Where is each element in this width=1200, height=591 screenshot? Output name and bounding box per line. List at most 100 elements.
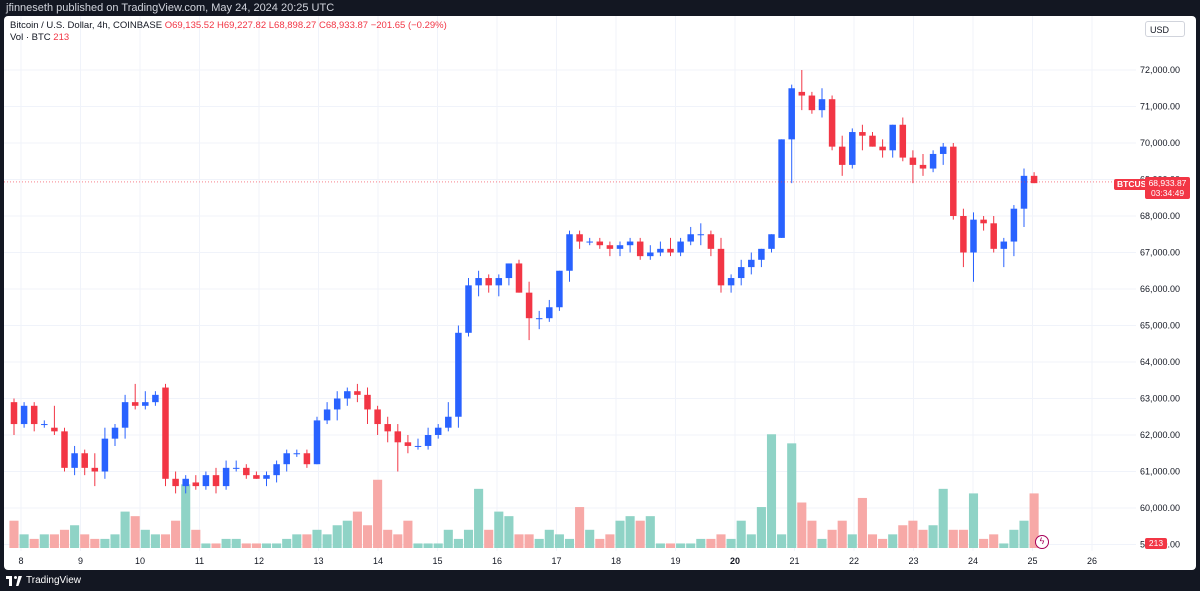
volume-bar [373, 479, 383, 548]
volume-bar [958, 529, 968, 548]
x-tick-label: 11 [195, 556, 204, 566]
volume-bar [908, 520, 918, 548]
x-axis-labels: 8 9 10 11 12 13 14 15 16 17 18 19 20 21 22 23 24 25 26 [18, 556, 1097, 566]
volume-bar [322, 534, 332, 548]
candle-body [525, 292, 533, 319]
candle-body [424, 435, 432, 446]
volume-bar [979, 538, 989, 548]
y-tick-label: 71,000.00 [1140, 102, 1180, 112]
volume-bar [383, 529, 393, 548]
volume-bar [867, 534, 878, 548]
volume-bar [888, 534, 898, 548]
x-tick-label: 12 [254, 556, 264, 566]
volume-bar [817, 538, 827, 548]
candle-body [142, 402, 149, 406]
candle-body [121, 402, 129, 428]
candle-body [768, 234, 775, 249]
volume-bar [181, 484, 191, 548]
volume-bar [484, 529, 494, 548]
volume-bar [49, 534, 59, 548]
candle-body [515, 263, 523, 293]
y-tick-label: 63,000.00 [1140, 394, 1180, 404]
volume-bar [463, 529, 474, 548]
volume-bar [332, 525, 342, 548]
x-tick-label: 25 [1027, 556, 1037, 566]
candle-body [626, 241, 634, 246]
volume-bar [140, 529, 150, 548]
volume-bar [524, 534, 534, 548]
publish-info: jfinneseth published on TradingView.com,… [6, 2, 335, 14]
bar-countdown: 03:34:49 [1150, 188, 1185, 198]
candle-body [71, 453, 78, 468]
volume-bar [676, 543, 686, 548]
y-tick-label: 66,000.00 [1140, 284, 1180, 294]
x-tick-label: 26 [1087, 556, 1097, 566]
candle-body [303, 453, 311, 465]
candle-body [283, 453, 290, 465]
volume-bar [150, 534, 160, 548]
tradingview-logo[interactable]: TradingView [6, 575, 81, 587]
volume-bar [272, 543, 282, 548]
volume-bar [100, 538, 110, 548]
candle-body [445, 416, 452, 428]
candle-body [778, 139, 785, 238]
volume-bar [938, 488, 948, 548]
candle-body [344, 391, 351, 399]
last-price-value: 68,933.87 [1148, 178, 1187, 188]
candle-body [172, 478, 179, 487]
volume-bar [70, 525, 80, 548]
volume-bar [201, 543, 211, 548]
volume-bar [211, 543, 221, 548]
candle-body [899, 124, 907, 158]
candle-body [253, 475, 260, 479]
candle-body [81, 453, 88, 468]
tradingview-mark-icon [6, 576, 22, 586]
volume-bar [90, 538, 100, 548]
volume-bar [625, 516, 635, 548]
volume-bar [898, 525, 908, 548]
volume-bar [504, 516, 514, 548]
candle-body [51, 427, 58, 432]
volume-bar [878, 538, 888, 548]
volume-bar [706, 538, 716, 548]
candle-body [950, 146, 957, 216]
candle-body [263, 475, 270, 479]
y-tick-label: 70,000.00 [1140, 138, 1180, 148]
grid-lines [4, 16, 1136, 551]
candle-body [243, 467, 250, 476]
candle-body [505, 263, 513, 279]
volume-bar [665, 543, 676, 548]
y-tick-label: 68,000.00 [1140, 211, 1180, 221]
x-tick-label: 18 [611, 556, 621, 566]
volume-bar [292, 534, 302, 548]
currency-button[interactable]: USD [1145, 21, 1185, 37]
chart-panel[interactable]: 72,000.0071,000.0070,000.0069,000.0068,0… [4, 16, 1196, 570]
candlestick-chart[interactable]: 72,000.0071,000.0070,000.0069,000.0068,0… [4, 16, 1196, 570]
x-tick-label: 20 [730, 556, 740, 566]
lightning-icon[interactable]: ϟ [1035, 535, 1049, 549]
candle-body [970, 219, 977, 253]
candle-body [859, 132, 866, 136]
candle-body [1020, 175, 1028, 209]
volume-bar [171, 520, 181, 548]
volume-bar [1009, 529, 1019, 548]
volume-bar [352, 511, 362, 548]
y-tick-label: 67,000.00 [1140, 248, 1180, 258]
candle-body [1010, 208, 1018, 242]
candle-body [1030, 175, 1038, 184]
candle-body [909, 157, 917, 165]
y-tick-label: 65,000.00 [1140, 321, 1180, 331]
candle-body [566, 234, 573, 271]
volume-bar [827, 529, 837, 548]
footer-bar: TradingView [0, 570, 1200, 591]
volume-bar [645, 516, 655, 548]
volume-bar [403, 520, 413, 548]
volume-bar [575, 507, 585, 548]
volume-bar [110, 534, 120, 548]
candle-body [364, 394, 371, 410]
candle-body [838, 146, 846, 165]
candle-body [737, 267, 745, 279]
candle-body [657, 248, 664, 253]
legend-change: −201.65 (−0.29%) [370, 20, 447, 31]
candle-body [546, 307, 553, 319]
